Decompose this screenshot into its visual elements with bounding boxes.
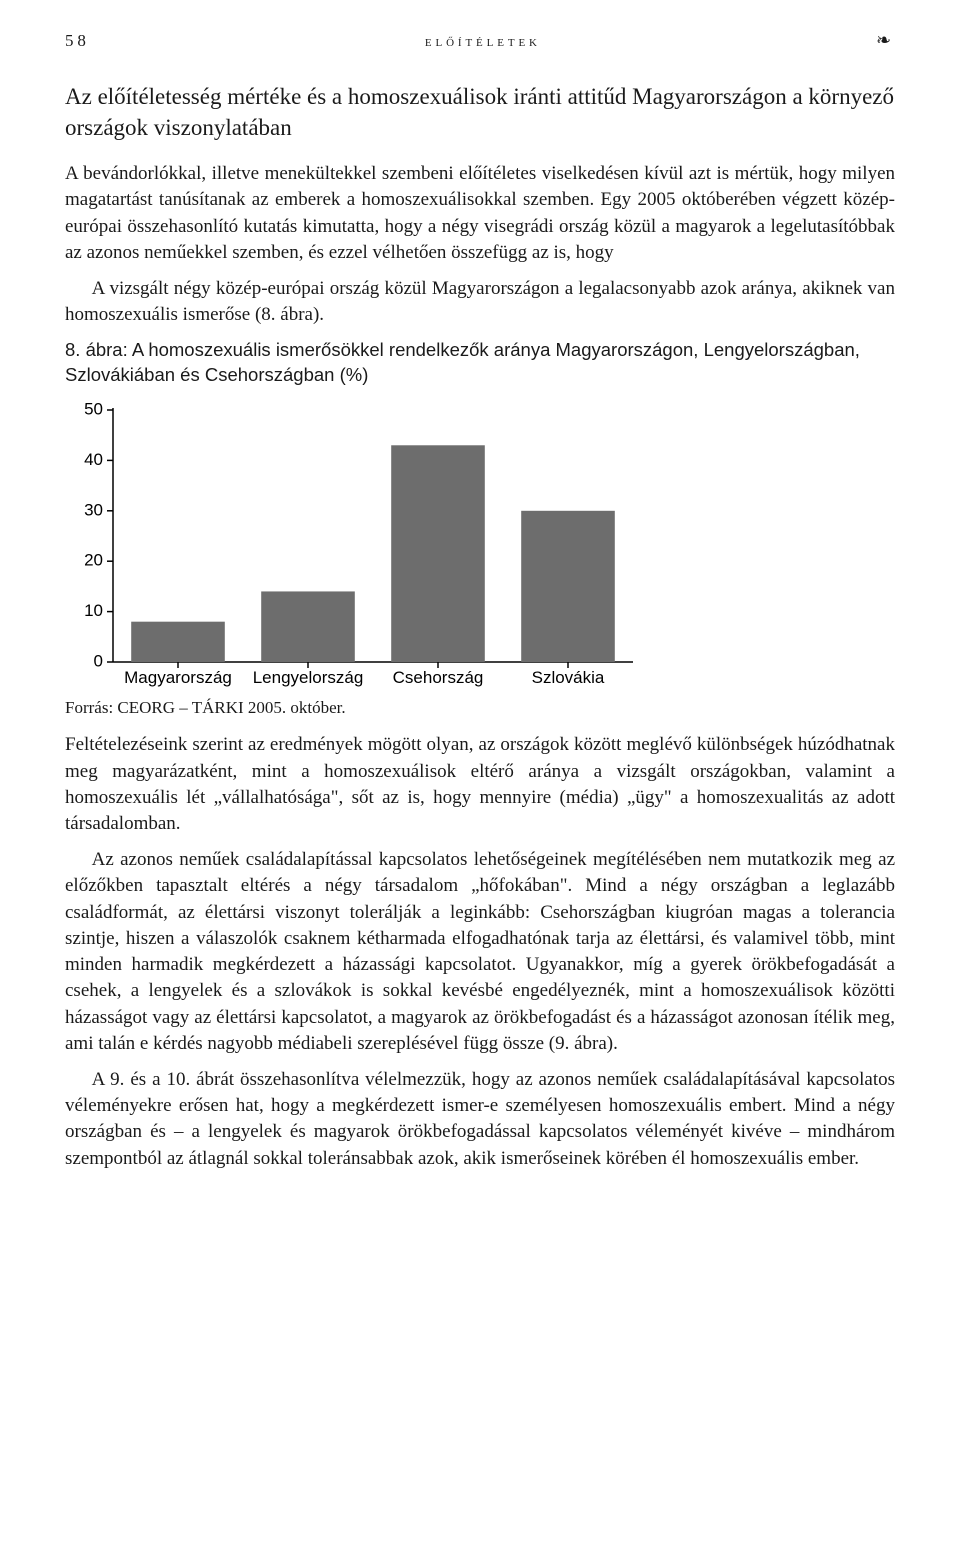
svg-text:Lengyelország: Lengyelország xyxy=(253,668,364,687)
ornament-icon: ❧ xyxy=(876,30,895,51)
svg-text:50: 50 xyxy=(84,400,103,418)
svg-text:Magyarország: Magyarország xyxy=(124,668,232,687)
chart-caption: 8. ábra: A homoszexuális ismerősökkel re… xyxy=(65,338,895,388)
paragraph-3: Feltételezéseink szerint az eredmények m… xyxy=(65,732,895,837)
page: 58 előítéletek ❧ Az előítéletesség mérté… xyxy=(0,0,960,1565)
svg-text:Szlovákia: Szlovákia xyxy=(532,668,605,687)
paragraph-2: A vizsgált négy közép-európai ország köz… xyxy=(65,276,895,328)
svg-text:30: 30 xyxy=(84,501,103,520)
section-title: Az előítéletesség mértéke és a homoszexu… xyxy=(65,81,895,143)
svg-text:40: 40 xyxy=(84,450,103,469)
paragraph-1: A bevándorlókkal, illetve menekültekkel … xyxy=(65,161,895,266)
page-number: 58 xyxy=(65,31,90,51)
paragraph-4: Az azonos neműek családalapítással kapcs… xyxy=(65,847,895,1057)
chart-source: Forrás: CEORG – TÁRKI 2005. október. xyxy=(65,698,895,718)
page-header: 58 előítéletek ❧ xyxy=(65,30,895,51)
running-title: előítéletek xyxy=(90,33,876,51)
bar-chart: 0 10 20 30 40 50 Magyarország Lengyelország Cseh… xyxy=(65,400,895,690)
svg-text:20: 20 xyxy=(84,551,103,570)
svg-text:Csehország: Csehország xyxy=(393,668,484,687)
svg-text:0: 0 xyxy=(94,652,103,671)
paragraph-5: A 9. és a 10. ábrát összehasonlítva véle… xyxy=(65,1067,895,1172)
svg-text:10: 10 xyxy=(84,601,103,620)
bar-chart-svg: 0 10 20 30 40 50 Magyarország Lengyelország Cseh… xyxy=(65,400,665,690)
